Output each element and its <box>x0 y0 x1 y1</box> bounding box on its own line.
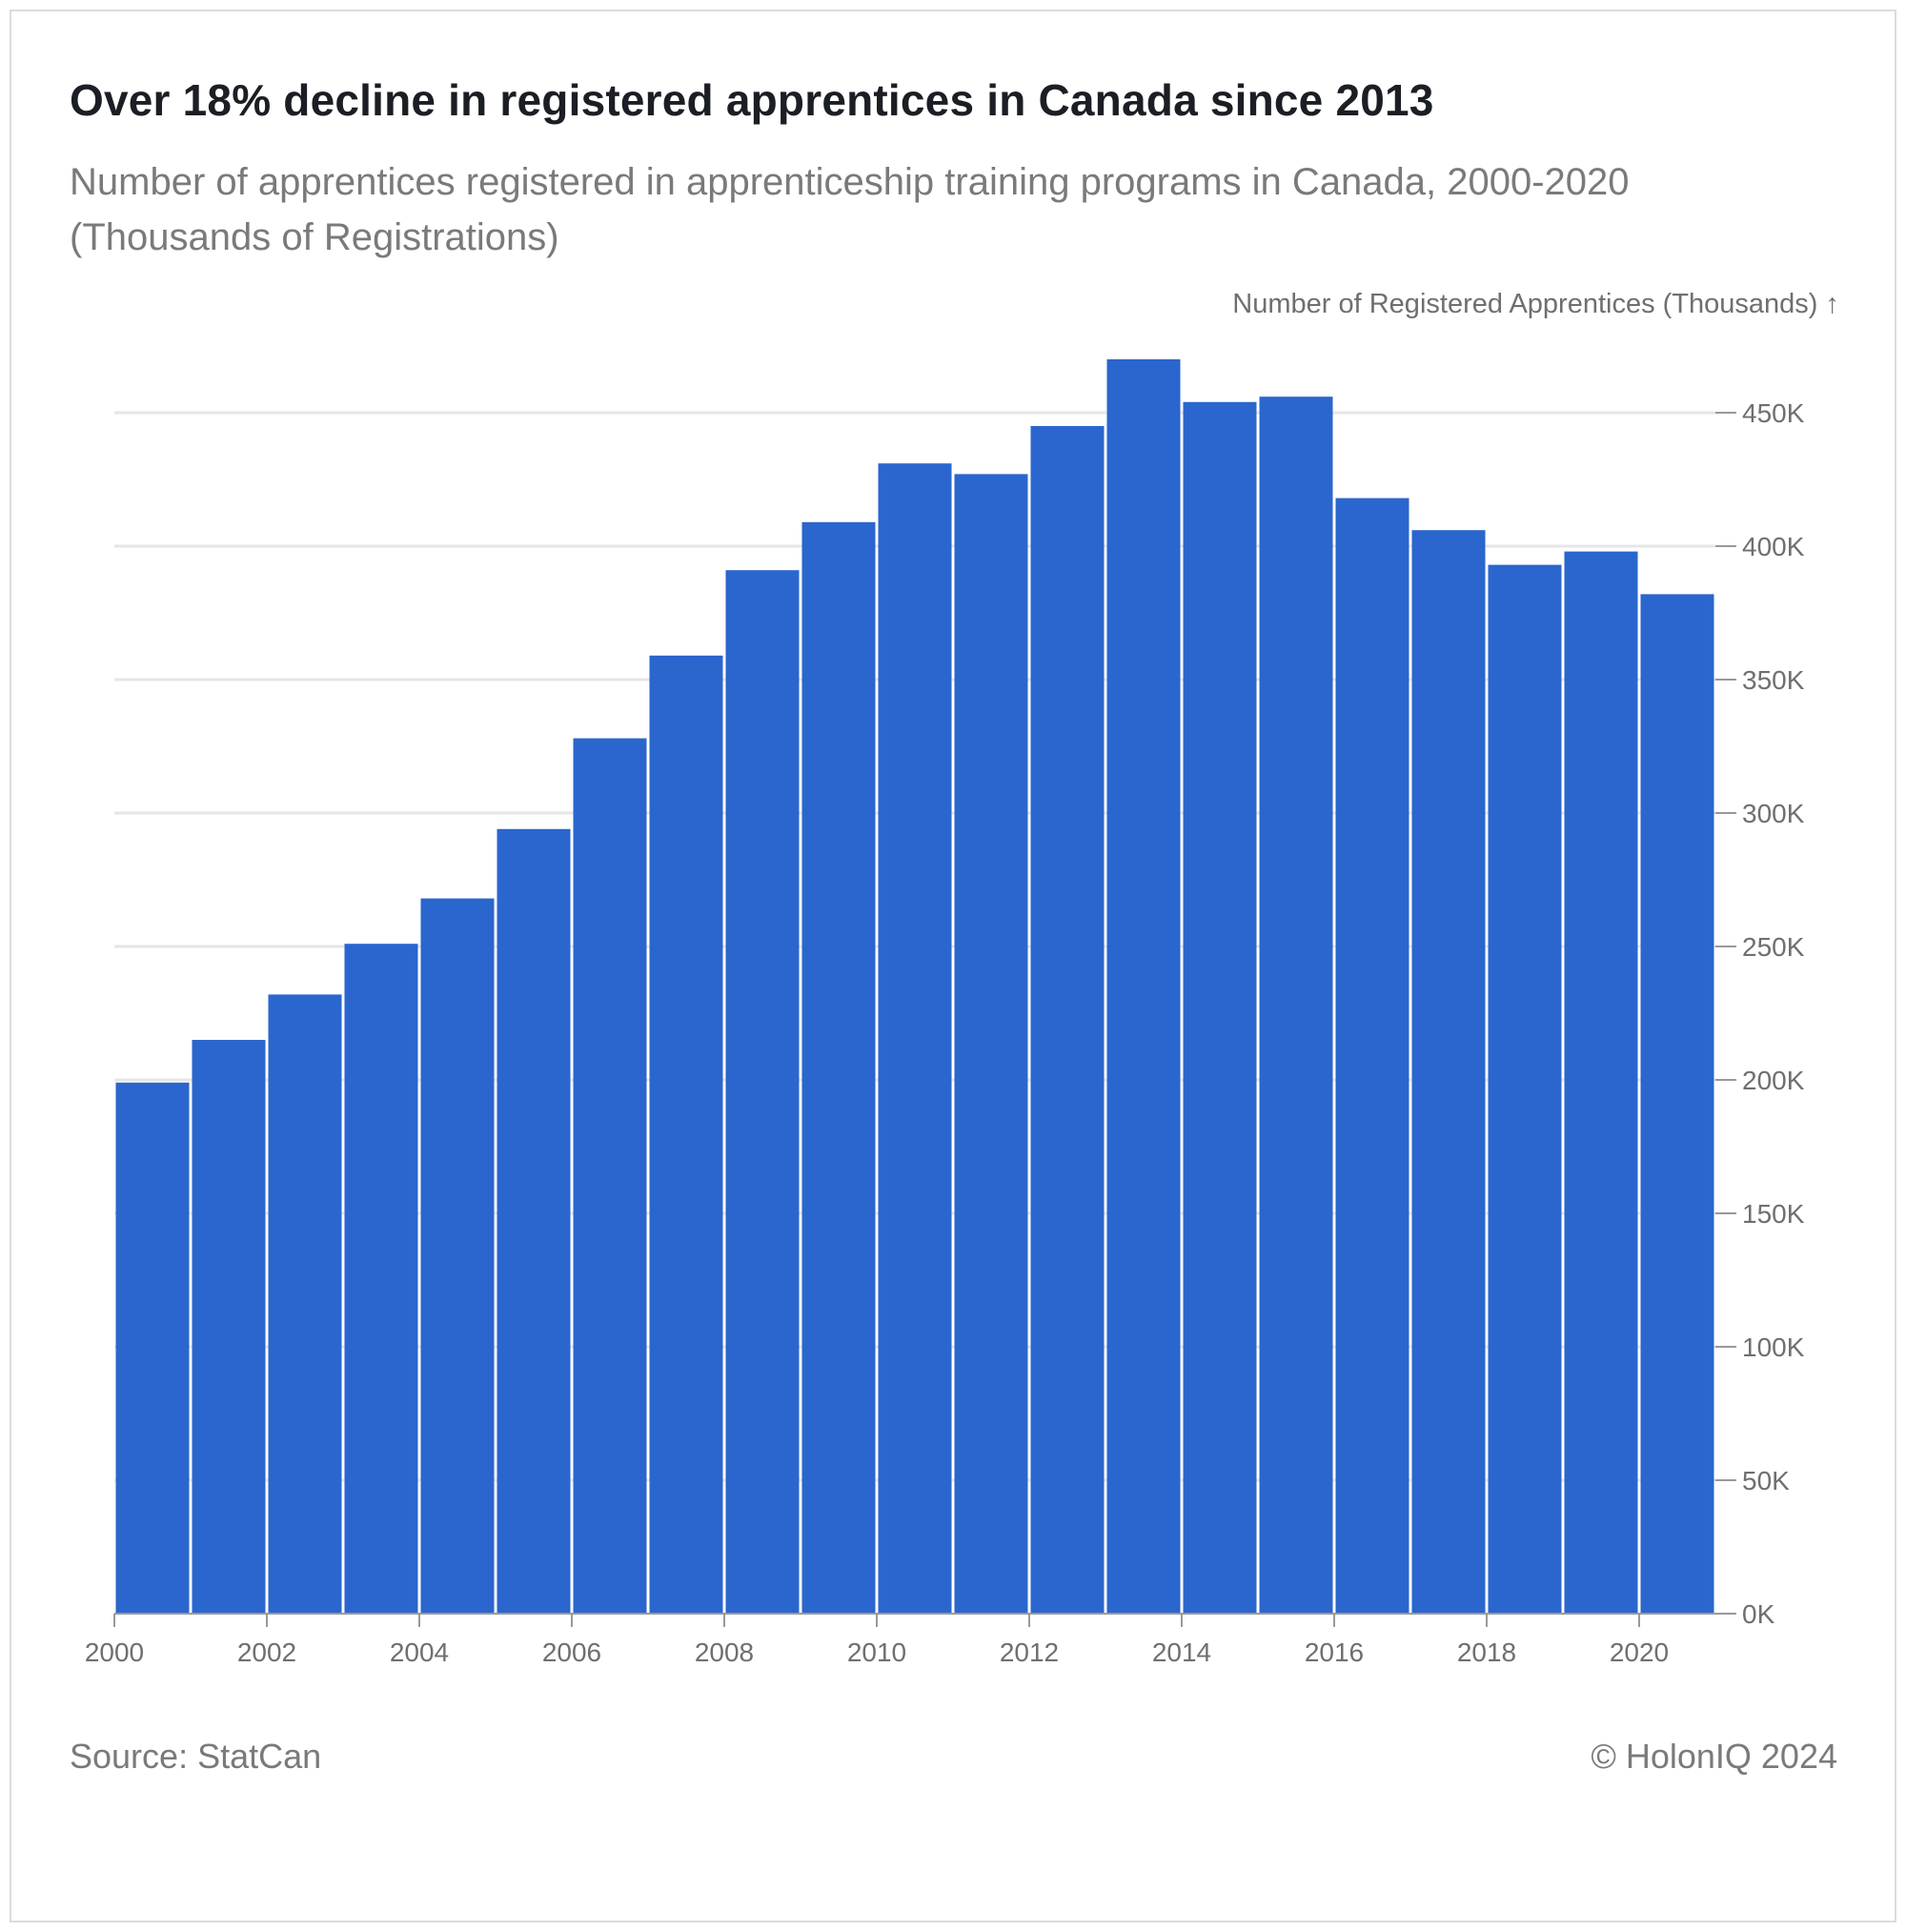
x-tick-label: 2000 <box>85 1637 144 1667</box>
bar-2000 <box>115 1082 190 1614</box>
x-tick-label: 2020 <box>1610 1637 1669 1667</box>
bar-2010 <box>878 463 952 1615</box>
copyright-note: © HolonIQ 2024 <box>1591 1737 1837 1776</box>
bar-2005 <box>497 828 571 1614</box>
y-axis-title: Number of Registered Apprentices (Thousa… <box>1232 289 1839 319</box>
bar-2017 <box>1411 530 1486 1615</box>
bar-2004 <box>420 898 495 1614</box>
y-tick-label: 150K <box>1742 1199 1805 1229</box>
bar-2003 <box>344 944 418 1614</box>
x-tick-label: 2006 <box>542 1637 601 1667</box>
bar-2015 <box>1259 397 1333 1615</box>
x-tick-label: 2002 <box>237 1637 296 1667</box>
y-tick-label: 350K <box>1742 665 1805 695</box>
y-tick-label: 50K <box>1742 1466 1790 1495</box>
x-tick-label: 2016 <box>1305 1637 1364 1667</box>
bar-2019 <box>1564 551 1638 1614</box>
bar-2014 <box>1183 401 1257 1614</box>
chart-title: Over 18% decline in registered apprentic… <box>70 75 1434 125</box>
x-tick-label: 2014 <box>1152 1637 1211 1667</box>
x-tick-label: 2010 <box>847 1637 906 1667</box>
bar-2013 <box>1106 359 1181 1614</box>
bar-2007 <box>649 655 723 1614</box>
y-tick-labels: 0K 50K 100K 150K 200K 250K 300K 350K 400K 450K <box>1742 398 1805 1629</box>
bar-2009 <box>801 521 876 1614</box>
y-tick-label: 450K <box>1742 398 1805 428</box>
y-tick-label: 100K <box>1742 1332 1805 1362</box>
y-tick-label: 300K <box>1742 799 1805 828</box>
bars <box>115 359 1714 1615</box>
chart-subtitle: Number of apprentices registered in appr… <box>70 161 1630 258</box>
bar-2001 <box>192 1040 266 1614</box>
bar-2002 <box>268 994 342 1614</box>
bar-2020 <box>1640 594 1714 1614</box>
bar-2006 <box>573 738 647 1614</box>
x-tick-label: 2018 <box>1457 1637 1516 1667</box>
bar-2018 <box>1488 564 1562 1614</box>
x-tick-labels: 2000 2002 2004 2006 2008 2010 2012 2014 2016 2018… <box>85 1637 1669 1667</box>
bar-2011 <box>954 474 1028 1614</box>
y-tick-label: 400K <box>1742 532 1805 561</box>
x-tick-label: 2008 <box>695 1637 754 1667</box>
y-tick-label: 0K <box>1742 1599 1775 1629</box>
bar-2012 <box>1030 426 1105 1614</box>
bar-2008 <box>725 570 800 1615</box>
y-tick-label: 200K <box>1742 1066 1805 1095</box>
y-tick-label: 250K <box>1742 932 1805 962</box>
x-tick-label: 2004 <box>390 1637 449 1667</box>
x-tick-label: 2012 <box>1000 1637 1059 1667</box>
bar-2016 <box>1335 498 1409 1614</box>
source-note: Source: StatCan <box>70 1737 322 1776</box>
axes <box>113 412 1736 1627</box>
